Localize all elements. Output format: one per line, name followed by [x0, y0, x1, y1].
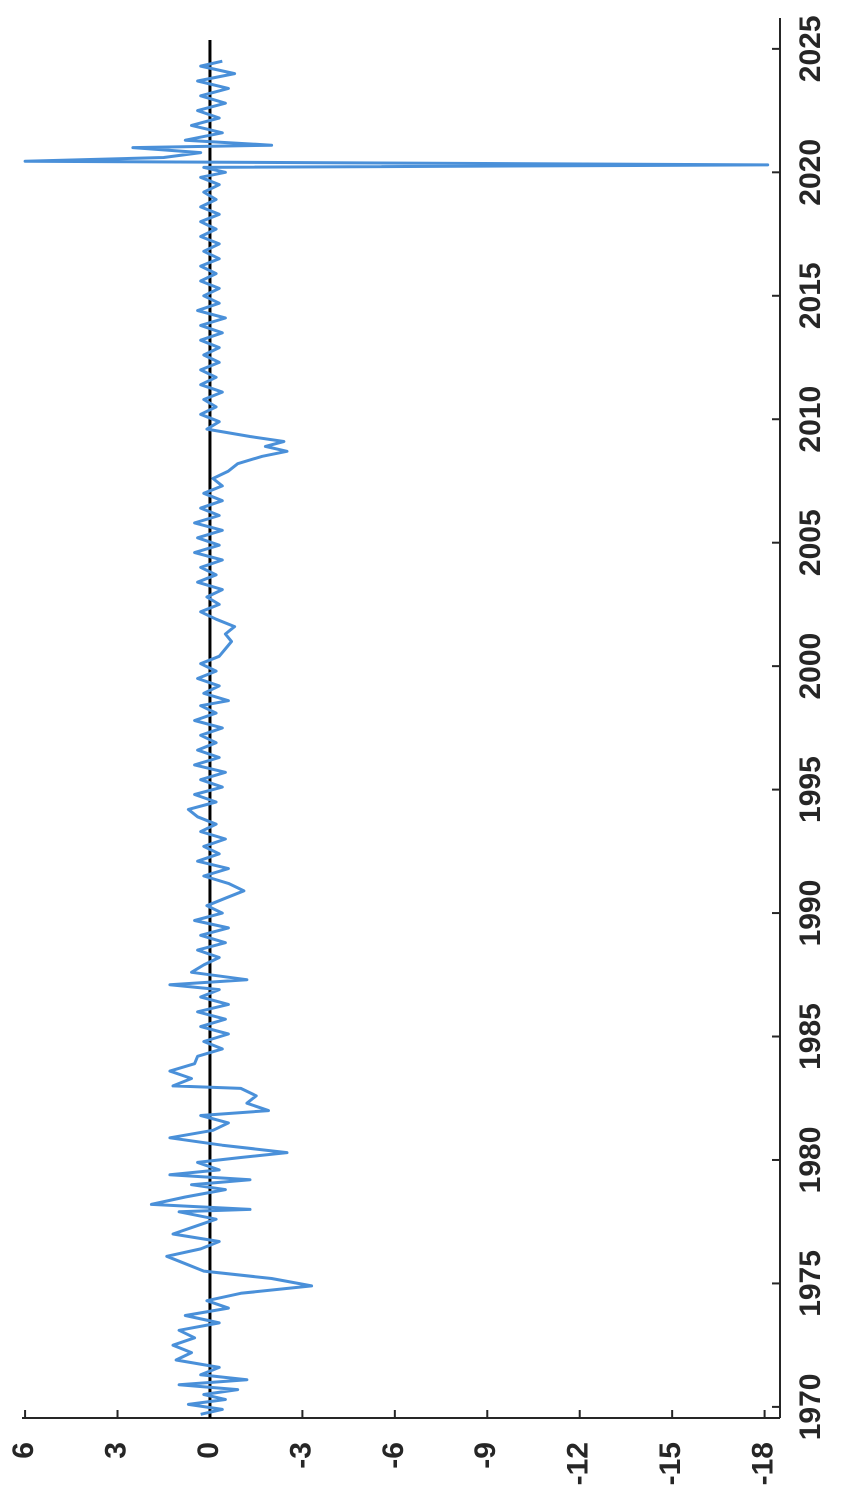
time-tick-label: 1970	[794, 1374, 827, 1441]
time-tick-label: 2015	[794, 262, 827, 329]
time-tick-label: 2020	[794, 139, 827, 206]
time-tick-label: 1975	[794, 1250, 827, 1317]
time-tick-label: 2010	[794, 386, 827, 453]
value-tick-label: -15	[654, 1442, 687, 1485]
value-tick-label: 6	[7, 1442, 40, 1459]
time-tick-label: 1990	[794, 880, 827, 947]
time-tick-label: 1985	[794, 1003, 827, 1070]
value-tick-label: -6	[377, 1442, 410, 1469]
value-tick-label: 3	[99, 1442, 132, 1459]
value-tick-label: -3	[284, 1442, 317, 1469]
time-tick-label: 2000	[794, 633, 827, 700]
time-tick-label: 1980	[794, 1127, 827, 1194]
value-tick-label: -12	[562, 1442, 595, 1485]
time-tick-label: 2025	[794, 15, 827, 82]
value-tick-label: -18	[747, 1442, 780, 1485]
time-tick-label: 1995	[794, 756, 827, 823]
value-tick-label: -9	[469, 1442, 502, 1469]
value-tick-label: 0	[192, 1442, 225, 1459]
time-tick-label: 2005	[794, 509, 827, 576]
series-line	[23, 59, 770, 1416]
